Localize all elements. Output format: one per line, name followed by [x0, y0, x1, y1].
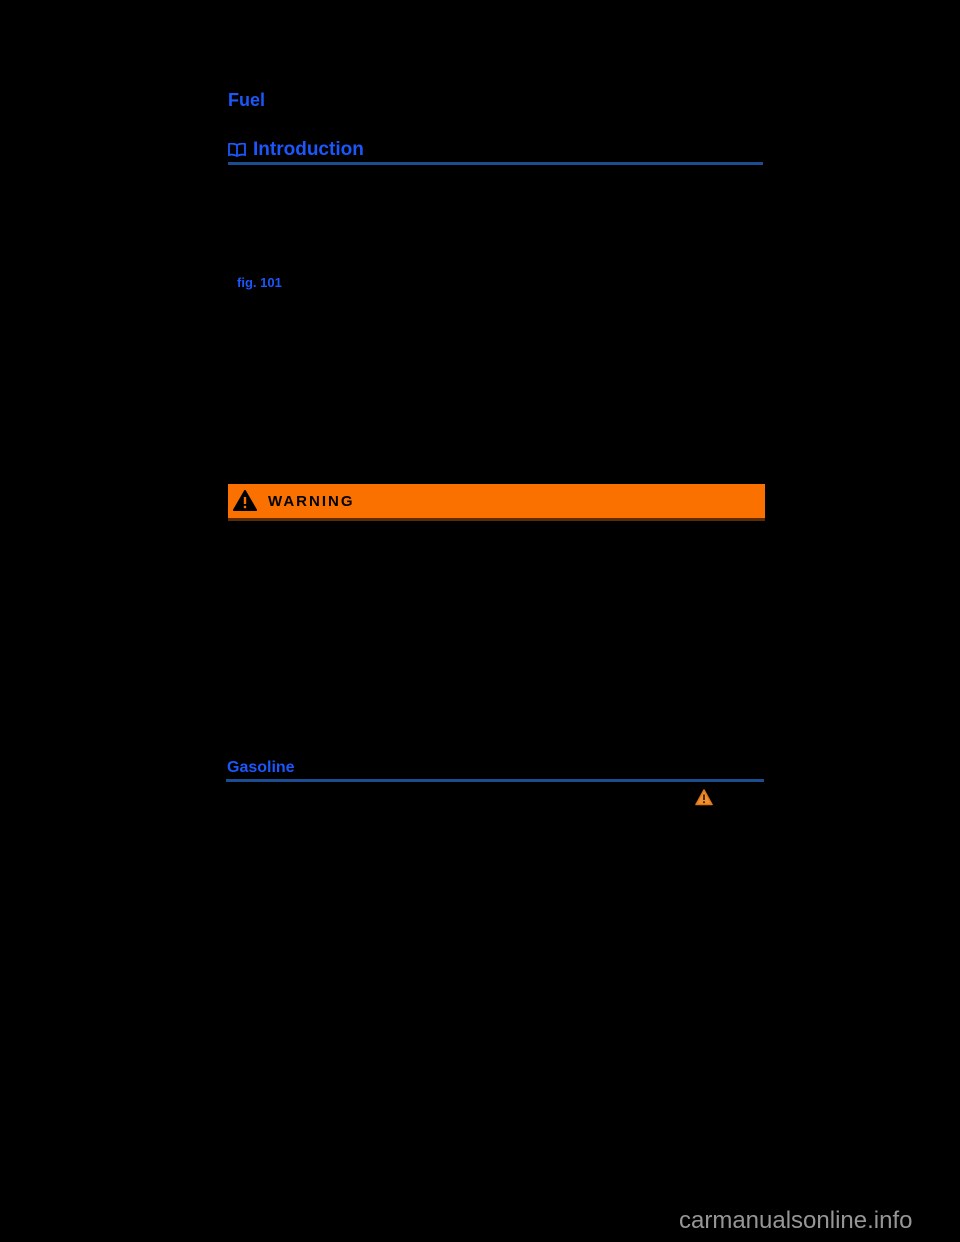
figure-reference-link[interactable]: fig. 101: [237, 275, 282, 290]
warning-label: WARNING: [268, 492, 355, 510]
warning-banner: WARNING: [228, 484, 765, 521]
section-heading-introduction: Introduction: [228, 139, 364, 161]
inline-warning-triangle-icon: [695, 789, 713, 806]
heading-rule: [226, 779, 764, 782]
section-heading-label: Introduction: [253, 139, 364, 160]
watermark: carmanualsonline.info: [679, 1207, 913, 1234]
section-heading-gasoline: Gasoline: [227, 759, 295, 776]
book-icon: [228, 142, 246, 158]
heading-rule: [228, 162, 763, 165]
warning-triangle-icon: [233, 490, 257, 512]
page-title: Fuel: [228, 90, 266, 110]
